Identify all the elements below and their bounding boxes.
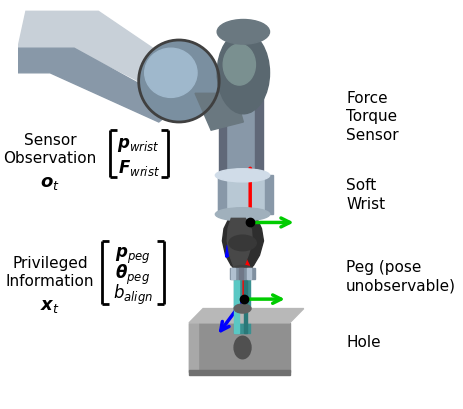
Polygon shape: [188, 309, 303, 323]
Bar: [233, 277, 249, 333]
Text: Sensor
Observation: Sensor Observation: [3, 133, 96, 166]
Text: Force
Torque
Sensor: Force Torque Sensor: [345, 90, 398, 143]
Ellipse shape: [217, 20, 269, 45]
Text: $\boldsymbol{p}_{peg}$: $\boldsymbol{p}_{peg}$: [115, 245, 150, 265]
Text: Peg (pose
unobservable): Peg (pose unobservable): [345, 259, 455, 293]
Ellipse shape: [228, 236, 256, 251]
Ellipse shape: [231, 266, 253, 276]
Bar: [217, 176, 225, 215]
Bar: [233, 277, 238, 333]
Bar: [188, 323, 289, 372]
Text: Hole: Hole: [345, 334, 380, 349]
Bar: [255, 72, 262, 178]
Polygon shape: [18, 49, 179, 123]
Ellipse shape: [138, 41, 219, 123]
Bar: [188, 371, 289, 375]
Bar: [246, 268, 250, 279]
Bar: [188, 323, 197, 372]
Text: $\boldsymbol{F}_{wrist}$: $\boldsymbol{F}_{wrist}$: [118, 157, 160, 178]
Text: $\boldsymbol{x}_t$: $\boldsymbol{x}_t$: [40, 297, 60, 315]
Bar: [230, 268, 255, 279]
Bar: [221, 72, 259, 178]
Ellipse shape: [234, 304, 250, 313]
Ellipse shape: [215, 208, 269, 221]
Text: Privileged
Information: Privileged Information: [6, 255, 94, 289]
Bar: [264, 176, 272, 215]
Text: $\boldsymbol{o}_t$: $\boldsymbol{o}_t$: [40, 174, 60, 192]
Bar: [238, 268, 242, 279]
Polygon shape: [194, 94, 243, 131]
Ellipse shape: [217, 33, 269, 115]
Text: $\boldsymbol{p}_{wrist}$: $\boldsymbol{p}_{wrist}$: [117, 136, 160, 154]
Ellipse shape: [234, 336, 250, 359]
Bar: [244, 277, 247, 333]
Polygon shape: [227, 219, 252, 270]
Ellipse shape: [215, 169, 269, 182]
Text: $b_{align}$: $b_{align}$: [113, 283, 152, 307]
Bar: [219, 72, 226, 178]
Polygon shape: [18, 12, 206, 110]
Text: $\boldsymbol{\theta}_{peg}$: $\boldsymbol{\theta}_{peg}$: [115, 262, 150, 286]
Bar: [231, 268, 235, 279]
Polygon shape: [222, 216, 263, 271]
Text: Soft
Wrist: Soft Wrist: [345, 178, 384, 211]
Ellipse shape: [223, 45, 255, 86]
Ellipse shape: [144, 49, 197, 98]
Bar: [218, 176, 264, 215]
